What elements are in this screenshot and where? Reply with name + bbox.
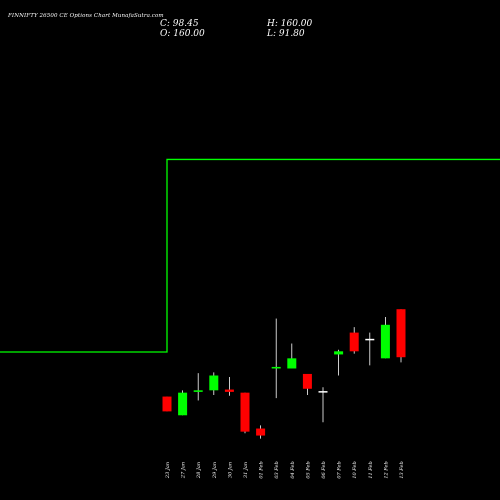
x-tick-label: 07 Feb (337, 461, 343, 478)
candle-body (240, 392, 250, 432)
candle (193, 373, 203, 401)
candle-body (380, 324, 390, 359)
candle (271, 318, 281, 399)
x-tick-label: 11 Feb (368, 461, 374, 478)
candle-body (349, 332, 359, 352)
candle-body (334, 351, 344, 355)
candle-body (224, 389, 234, 392)
x-tick-label: 27 Jan (181, 462, 187, 479)
candle (334, 349, 344, 376)
candle (396, 309, 406, 363)
candle (256, 425, 266, 439)
x-tick-label: 29 Jan (212, 462, 218, 479)
x-tick-label: 13 Feb (399, 461, 405, 478)
x-tick-label: 28 Jan (196, 462, 202, 479)
close-value-label: C: 98.45 (160, 19, 199, 29)
candle (178, 390, 188, 416)
x-tick-label: 10 Feb (352, 461, 358, 478)
candle-body (209, 375, 219, 391)
candle-body (365, 338, 375, 341)
x-tick-label: 05 Feb (305, 461, 311, 478)
candle-body (287, 358, 297, 369)
candle (302, 373, 312, 395)
candle-body (256, 428, 266, 436)
candle (318, 387, 328, 423)
x-tick-label: 30 Jan (227, 462, 233, 478)
candle-body (396, 309, 406, 358)
candle (349, 327, 359, 354)
open-value-label: O: 160.00 (160, 29, 205, 39)
candle (224, 377, 234, 396)
candle-body (193, 390, 203, 392)
candle-body (271, 366, 281, 369)
moving-average-line (0, 158, 500, 353)
x-tick-label: 03 Feb (274, 461, 280, 478)
x-tick-label: 23 Jan (165, 462, 171, 479)
candle (162, 396, 172, 412)
candle (209, 372, 219, 395)
x-tick-labels: 23 Jan 27 Jan 28 Jan 29 Jan 30 Jan 31 Jan 01 F… (165, 461, 405, 479)
moving-average-layer (0, 158, 500, 353)
candle (365, 332, 375, 366)
x-tick-label: 04 Feb (290, 461, 296, 478)
x-tick-label: 31 Jan (243, 462, 249, 478)
candle (380, 317, 390, 359)
candles-layer (162, 309, 406, 439)
x-tick-label: 12 Feb (383, 461, 389, 478)
x-tick-label: 01 Feb (259, 461, 265, 478)
candle-body (302, 373, 312, 389)
low-value-label: L: 91.80 (267, 29, 305, 39)
high-value-label: H: 160.00 (267, 19, 313, 29)
candle-body (318, 391, 328, 393)
candle (287, 343, 297, 369)
candle (240, 392, 250, 434)
chart-title: FINNIFTY 26500 CE Options Chart MunafaSu… (8, 13, 164, 19)
candle-body (178, 392, 188, 416)
x-tick-label: 06 Feb (321, 461, 327, 478)
candle-body (162, 396, 172, 412)
